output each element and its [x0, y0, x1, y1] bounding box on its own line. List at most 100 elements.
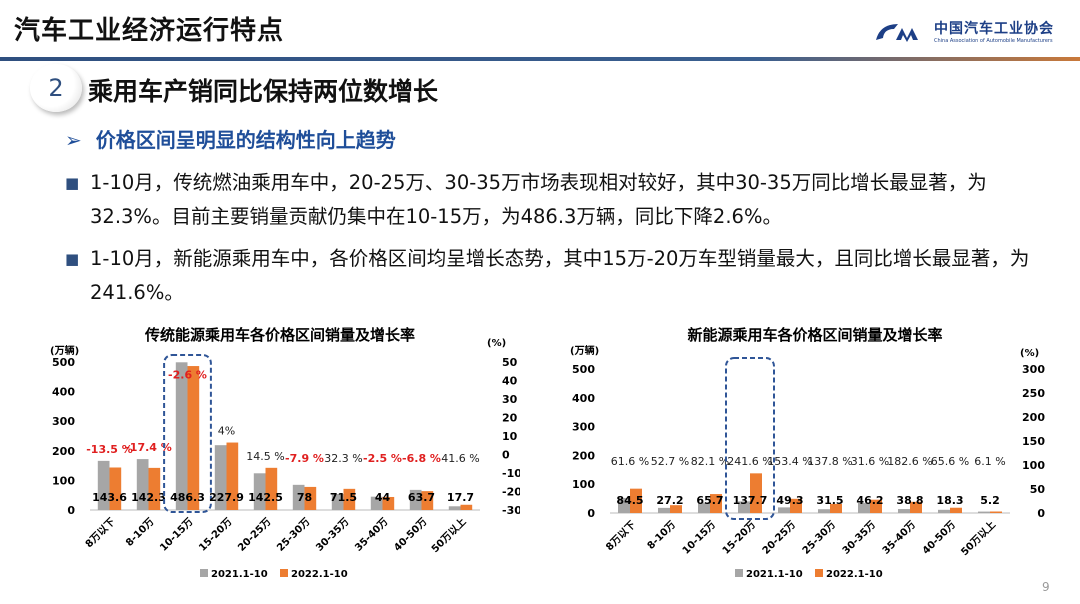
- bar-2021: [978, 511, 990, 513]
- bullet-text: 1-10月，新能源乘用车中，各价格区间均呈增长态势，其中15万-20万车型销量最…: [90, 247, 1030, 304]
- value-label: 31.5: [816, 494, 843, 507]
- bar-2022: [421, 491, 434, 510]
- growth-label: 14.5 %: [246, 450, 284, 463]
- x-tick-label: 8万以下: [83, 516, 118, 551]
- y2-tick-label: -20: [502, 486, 520, 499]
- bar-2021: [331, 494, 344, 510]
- bar-2021: [858, 502, 870, 513]
- bar-2022: [830, 503, 842, 513]
- value-label: 17.7: [447, 491, 474, 504]
- highlight-text: 价格区间呈明显的结构性向上趋势: [95, 128, 396, 152]
- x-tick-label: 35-40万: [352, 516, 390, 554]
- y2-tick-label: -10: [502, 467, 520, 480]
- legend-label: 2022.1-10: [826, 569, 883, 580]
- bar-2021: [738, 501, 750, 513]
- y2-tick-label: 0: [1037, 507, 1045, 520]
- x-tick-label: 25-30万: [274, 516, 312, 554]
- bar-2022: [304, 486, 317, 510]
- y-tick-label: 300: [572, 421, 595, 434]
- value-label: 142.5: [248, 491, 283, 504]
- bar-2021: [658, 507, 670, 513]
- value-label: 5.2: [980, 494, 1000, 507]
- growth-label: -13.5 %: [86, 443, 133, 456]
- bar-2021: [370, 496, 383, 510]
- value-label: 44: [375, 491, 391, 504]
- x-tick-label: 50万以上: [958, 518, 998, 558]
- value-label: 38.8: [896, 494, 923, 507]
- y-tick-label: 100: [572, 478, 595, 491]
- growth-label: 4%: [218, 425, 235, 438]
- bar-2022: [750, 473, 762, 513]
- value-label: 227.9: [209, 491, 244, 504]
- legend-swatch: [735, 569, 743, 577]
- bar-2021: [778, 507, 790, 513]
- bar-2021: [175, 362, 188, 510]
- growth-label: 182.6 %: [887, 455, 932, 468]
- y2-tick-label: -30: [502, 504, 520, 517]
- logo-name-en: China Association of Automobile Manufact…: [934, 38, 1053, 44]
- value-label: 27.2: [656, 494, 683, 507]
- growth-label: -2.6 %: [168, 368, 207, 381]
- bar-2021: [618, 497, 630, 513]
- chart-title: 传统能源乘用车各价格区间销量及增长率: [144, 326, 415, 344]
- chart-title: 新能源乘用车各价格区间销量及增长率: [687, 326, 942, 344]
- bar-2021: [253, 473, 266, 510]
- growth-label: 65.6 %: [931, 455, 969, 468]
- legend-swatch: [815, 569, 823, 577]
- y-tick-label: 400: [52, 386, 75, 399]
- y-tick-label: 400: [572, 392, 595, 405]
- y-tick-label: 300: [52, 415, 75, 428]
- section-title: 乘用车产销同比保持两位数增长: [88, 77, 439, 106]
- bar-2021: [818, 509, 830, 513]
- y-tick-label: 500: [572, 363, 595, 376]
- growth-label: 6.1 %: [974, 455, 1005, 468]
- bar-2021: [97, 460, 110, 510]
- bar-2022: [670, 505, 682, 513]
- y2-tick-label: 150: [1022, 435, 1045, 448]
- y2-tick-label: 50: [502, 356, 518, 369]
- y2-tick-label: 100: [1022, 459, 1045, 472]
- growth-label: 31.6 %: [851, 455, 889, 468]
- y2-axis-unit: (%): [487, 338, 506, 349]
- growth-label: 32.3 %: [324, 452, 362, 465]
- value-label: 84.5: [616, 494, 643, 507]
- y-tick-label: 200: [572, 449, 595, 462]
- bar-2021: [136, 459, 149, 510]
- bar-2021: [409, 489, 422, 510]
- x-tick-label: 10-15万: [157, 516, 195, 554]
- legend-swatch: [200, 569, 208, 577]
- legend-swatch: [280, 569, 288, 577]
- bar-2022: [148, 467, 161, 510]
- bar-2022: [710, 494, 722, 513]
- chart-nev: 新能源乘用车各价格区间销量及增长率(万辆) (%)0100200300400500…: [570, 326, 1045, 580]
- caam-logo: 中国汽车工业协会 China Association of Automobile …: [872, 18, 1054, 44]
- value-label: 18.3: [936, 494, 963, 507]
- y2-tick-label: 40: [502, 375, 518, 388]
- bar-2021: [448, 506, 461, 510]
- x-tick-label: 8-10万: [123, 516, 156, 549]
- growth-label: -17.4 %: [125, 441, 172, 454]
- growth-label: -7.9 %: [285, 452, 324, 465]
- bar-2022: [870, 499, 882, 513]
- growth-label: -6.8 %: [402, 452, 441, 465]
- highlight-box: [163, 354, 212, 513]
- y2-tick-label: 20: [502, 412, 518, 425]
- square-bullet-icon: ■: [65, 174, 80, 192]
- y-tick-label: 0: [587, 507, 595, 520]
- bar-2022: [990, 511, 1002, 513]
- legend-label: 2021.1-10: [746, 569, 803, 580]
- bar-2022: [187, 366, 200, 510]
- x-tick-label: 30-35万: [313, 516, 351, 554]
- bullet-item: ■ 1-10月，新能源乘用车中，各价格区间均呈增长态势，其中15万-20万车型销量…: [65, 242, 1055, 310]
- growth-label: 241.6 %: [727, 455, 772, 468]
- value-label: 137.7: [733, 494, 768, 507]
- page-number: 9: [1042, 580, 1050, 594]
- arrow-bullet-icon: ➢: [65, 128, 82, 152]
- bullet-item: ■ 1-10月，传统燃油乘用车中，20-25万、30-35万市场表现相对较好，其中…: [65, 166, 1055, 234]
- y2-tick-label: 200: [1022, 411, 1045, 424]
- x-tick-label: 8-10万: [645, 519, 678, 552]
- section-number: 2: [30, 64, 82, 112]
- highlight-box: [725, 357, 775, 520]
- value-label: 49.3: [776, 494, 803, 507]
- square-bullet-icon: ■: [65, 250, 80, 268]
